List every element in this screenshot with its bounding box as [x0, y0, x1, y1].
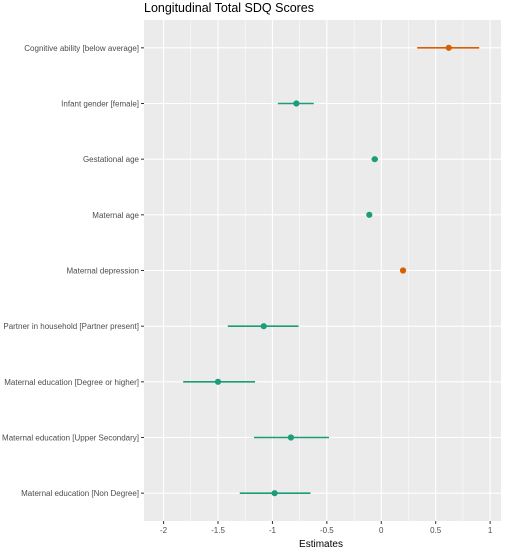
x-tick-label: -1.5 [211, 526, 225, 535]
category-label: Maternal education [Non Degree] [21, 489, 139, 498]
y-axis: Cognitive ability [below average] Infant … [2, 44, 144, 498]
estimate-point [366, 211, 373, 218]
estimate-point [271, 490, 278, 497]
estimates [183, 44, 480, 497]
estimate-point [399, 267, 407, 274]
category-label: Infant gender [female] [61, 100, 139, 109]
category-label: Partner in household [Partner present] [3, 322, 139, 331]
x-tick-label: 0 [379, 526, 384, 535]
x-axis-label: Estimates [299, 539, 343, 550]
x-axis: -2 -1.5 -1 -0.5 0 0.5 1 [160, 521, 493, 535]
estimate-point [287, 434, 295, 441]
estimate-point [293, 100, 300, 107]
category-label: Maternal education [Upper Secondary] [2, 434, 139, 443]
category-label: Cognitive ability [below average] [24, 44, 139, 53]
estimate-point [214, 378, 222, 385]
chart-title: Longitudinal Total SDQ Scores [144, 1, 314, 15]
estimate-point [260, 323, 267, 330]
category-label: Maternal age [92, 211, 139, 220]
estimate-point [445, 44, 452, 51]
x-tick-label: 1 [488, 526, 493, 535]
x-tick-label: 0.5 [430, 526, 442, 535]
x-tick-label: -0.5 [320, 526, 334, 535]
category-label: Gestational age [83, 155, 140, 164]
x-tick-label: -1 [269, 526, 277, 535]
estimate-point [371, 156, 378, 163]
category-label: Maternal depression [67, 267, 139, 276]
x-tick-label: -2 [160, 526, 168, 535]
category-label: Maternal education [Degree or higher] [4, 378, 139, 387]
